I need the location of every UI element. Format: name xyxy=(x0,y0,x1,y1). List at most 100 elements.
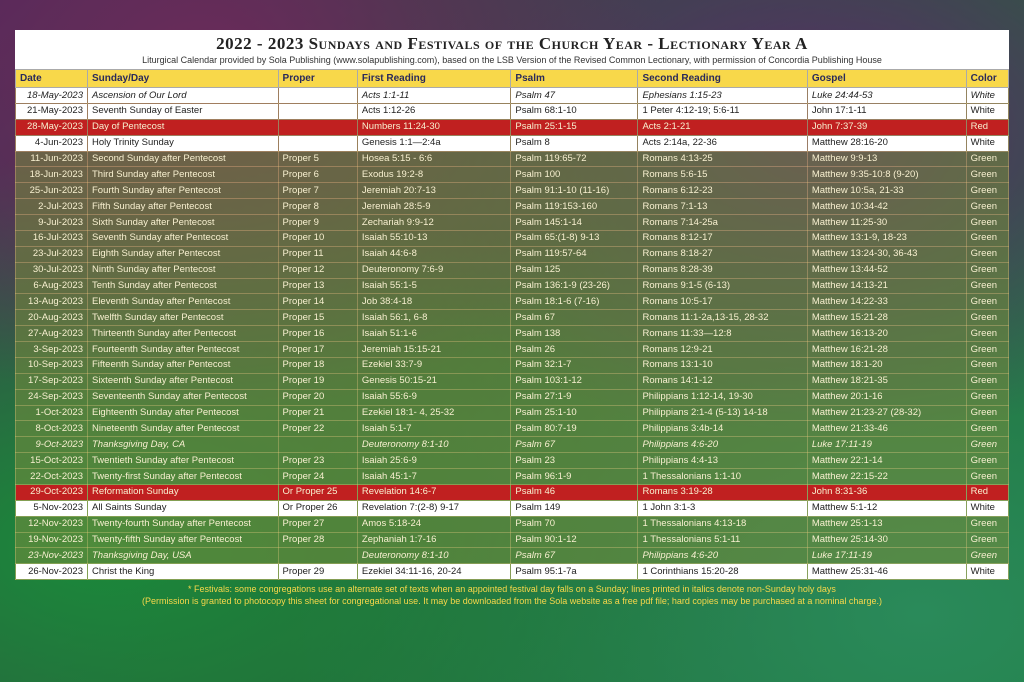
table-cell: Green xyxy=(966,357,1008,373)
table-cell: 18-May-2023 xyxy=(16,88,88,104)
table-row: 16-Jul-2023Seventh Sunday after Pentecos… xyxy=(16,230,1009,246)
page-title: 2022 - 2023 Sundays and Festivals of the… xyxy=(23,34,1001,54)
table-row: 27-Aug-2023Thirteenth Sunday after Pente… xyxy=(16,326,1009,342)
table-cell: Proper 15 xyxy=(278,310,357,326)
table-row: 9-Jul-2023Sixth Sunday after PentecostPr… xyxy=(16,215,1009,231)
table-cell: Psalm 96:1-9 xyxy=(511,469,638,485)
table-cell: Zechariah 9:9-12 xyxy=(357,215,511,231)
table-cell: Seventh Sunday after Pentecost xyxy=(87,230,278,246)
table-cell: Revelation 7:(2-8) 9-17 xyxy=(357,500,511,516)
table-cell: Matthew 22:1-14 xyxy=(807,453,966,469)
table-cell: Psalm 46 xyxy=(511,484,638,500)
table-cell: Seventh Sunday of Easter xyxy=(87,103,278,119)
table-row: 19-Nov-2023Twenty-fifth Sunday after Pen… xyxy=(16,532,1009,548)
table-cell: Proper 16 xyxy=(278,326,357,342)
table-row: 23-Nov-2023Thanksgiving Day, USADeuteron… xyxy=(16,548,1009,564)
table-cell: Proper 23 xyxy=(278,453,357,469)
table-cell: 2-Jul-2023 xyxy=(16,199,88,215)
table-row: 23-Jul-2023Eighth Sunday after Pentecost… xyxy=(16,246,1009,262)
table-cell: Matthew 25:1-13 xyxy=(807,516,966,532)
table-cell: Matthew 14:22-33 xyxy=(807,294,966,310)
table-cell xyxy=(278,437,357,453)
table-cell: Romans 9:1-5 (6-13) xyxy=(638,278,807,294)
table-cell: 22-Oct-2023 xyxy=(16,469,88,485)
table-cell: Psalm 23 xyxy=(511,453,638,469)
table-cell: Christ the King xyxy=(87,564,278,580)
column-header: Sunday/Day xyxy=(87,70,278,88)
footnote-line-2: (Permission is granted to photocopy this… xyxy=(15,596,1009,608)
table-cell: Matthew 11:25-30 xyxy=(807,215,966,231)
table-cell: Twelfth Sunday after Pentecost xyxy=(87,310,278,326)
table-cell: Psalm 125 xyxy=(511,262,638,278)
table-row: 29-Oct-2023Reformation SundayOr Proper 2… xyxy=(16,484,1009,500)
table-cell: Green xyxy=(966,516,1008,532)
table-cell: Acts 2:14a, 22-36 xyxy=(638,135,807,151)
table-cell: Matthew 13:1-9, 18-23 xyxy=(807,230,966,246)
table-cell: Proper 17 xyxy=(278,342,357,358)
table-cell: Proper 10 xyxy=(278,230,357,246)
table-cell: Hosea 5:15 - 6:6 xyxy=(357,151,511,167)
table-cell: Nineteenth Sunday after Pentecost xyxy=(87,421,278,437)
table-cell: 1 Thessalonians 5:1-11 xyxy=(638,532,807,548)
table-cell: White xyxy=(966,135,1008,151)
table-cell: Romans 6:12-23 xyxy=(638,183,807,199)
table-cell: Romans 3:19-28 xyxy=(638,484,807,500)
table-row: 26-Nov-2023Christ the KingProper 29Ezeki… xyxy=(16,564,1009,580)
table-cell: Green xyxy=(966,167,1008,183)
table-cell: All Saints Sunday xyxy=(87,500,278,516)
table-cell: Matthew 18:1-20 xyxy=(807,357,966,373)
lectionary-table: DateSunday/DayProperFirst ReadingPsalmSe… xyxy=(15,69,1009,580)
table-cell: Matthew 21:23-27 (28-32) xyxy=(807,405,966,421)
table-cell: Philippians 1:12-14, 19-30 xyxy=(638,389,807,405)
table-cell: Proper 11 xyxy=(278,246,357,262)
column-header: Date xyxy=(16,70,88,88)
table-cell: Red xyxy=(966,119,1008,135)
table-cell: Acts 1:12-26 xyxy=(357,103,511,119)
table-cell: Romans 11:1-2a,13-15, 28-32 xyxy=(638,310,807,326)
table-row: 15-Oct-2023Twentieth Sunday after Pentec… xyxy=(16,453,1009,469)
table-cell: Philippians 4:6-20 xyxy=(638,548,807,564)
table-cell: Psalm 18:1-6 (7-16) xyxy=(511,294,638,310)
table-cell: Matthew 16:13-20 xyxy=(807,326,966,342)
table-row: 25-Jun-2023Fourth Sunday after Pentecost… xyxy=(16,183,1009,199)
table-cell: Jeremiah 20:7-13 xyxy=(357,183,511,199)
table-cell: John 8:31-36 xyxy=(807,484,966,500)
table-cell: 17-Sep-2023 xyxy=(16,373,88,389)
table-cell: 9-Jul-2023 xyxy=(16,215,88,231)
table-cell: Deuteronomy 7:6-9 xyxy=(357,262,511,278)
table-cell: Philippians 2:1-4 (5-13) 14-18 xyxy=(638,405,807,421)
column-header: Proper xyxy=(278,70,357,88)
table-cell: Fourth Sunday after Pentecost xyxy=(87,183,278,199)
table-cell: Psalm 100 xyxy=(511,167,638,183)
table-cell: Thanksgiving Day, CA xyxy=(87,437,278,453)
table-cell: Psalm 91:1-10 (11-16) xyxy=(511,183,638,199)
column-header: Color xyxy=(966,70,1008,88)
table-cell: 1 Thessalonians 1:1-10 xyxy=(638,469,807,485)
table-cell: Proper 6 xyxy=(278,167,357,183)
table-cell: Psalm 149 xyxy=(511,500,638,516)
table-cell: 9-Oct-2023 xyxy=(16,437,88,453)
table-cell: Matthew 25:14-30 xyxy=(807,532,966,548)
table-cell: Matthew 14:13-21 xyxy=(807,278,966,294)
table-cell: Matthew 15:21-28 xyxy=(807,310,966,326)
table-cell: Ezekiel 33:7-9 xyxy=(357,357,511,373)
table-cell: 3-Sep-2023 xyxy=(16,342,88,358)
table-row: 2-Jul-2023Fifth Sunday after PentecostPr… xyxy=(16,199,1009,215)
table-cell: 13-Aug-2023 xyxy=(16,294,88,310)
table-cell: Luke 17:11-19 xyxy=(807,548,966,564)
table-row: 24-Sep-2023Seventeenth Sunday after Pent… xyxy=(16,389,1009,405)
table-cell: Deuteronomy 8:1-10 xyxy=(357,437,511,453)
table-cell: Isaiah 55:6-9 xyxy=(357,389,511,405)
table-cell: Exodus 19:2-8 xyxy=(357,167,511,183)
table-cell: Ezekiel 18:1- 4, 25-32 xyxy=(357,405,511,421)
table-cell: Green xyxy=(966,215,1008,231)
table-cell: White xyxy=(966,564,1008,580)
table-cell: Matthew 16:21-28 xyxy=(807,342,966,358)
table-cell: Isaiah 25:6-9 xyxy=(357,453,511,469)
table-row: 9-Oct-2023Thanksgiving Day, CA Deuteronom… xyxy=(16,437,1009,453)
table-cell: Romans 13:1-10 xyxy=(638,357,807,373)
table-cell: Isaiah 55:1-5 xyxy=(357,278,511,294)
table-cell: Sixth Sunday after Pentecost xyxy=(87,215,278,231)
table-row: 8-Oct-2023Nineteenth Sunday after Pentec… xyxy=(16,421,1009,437)
table-cell: Matthew 10:34-42 xyxy=(807,199,966,215)
